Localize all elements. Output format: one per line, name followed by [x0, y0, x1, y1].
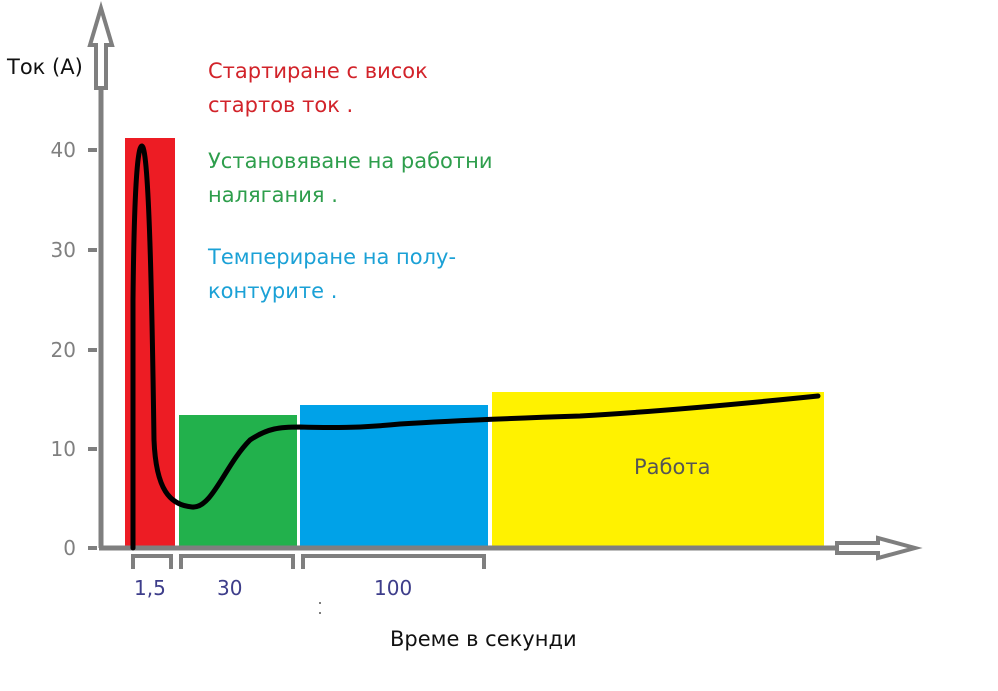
- work-phase-label: Работа: [634, 455, 711, 479]
- annotation-pressure: Установяване на работни налягания .: [208, 144, 492, 212]
- annotation-pressure-line1: Установяване на работни: [208, 149, 493, 173]
- x-axis-label: Време в секунди: [390, 627, 577, 651]
- annotation-tempering: Темпериране на полу- контурите .: [208, 240, 456, 308]
- annotation-tempering-line2: контурите .: [208, 279, 338, 303]
- y-tick-10: 10: [50, 437, 76, 461]
- duration-label-start: 1,5: [134, 576, 166, 600]
- y-axis-arrow-icon: [87, 0, 115, 90]
- annotation-start-line2: стартов ток .: [208, 93, 354, 117]
- annotation-start: Стартиране с висок стартов ток .: [208, 54, 428, 122]
- duration-label-tempering: 100: [374, 576, 413, 600]
- y-tick-40: 40: [50, 138, 76, 162]
- y-tick-0: 0: [63, 536, 76, 560]
- y-axis-label: Ток (А): [7, 55, 83, 79]
- annotation-pressure-line2: налягания .: [208, 183, 338, 207]
- duration-label-pressure: 30: [217, 576, 243, 600]
- y-tick-30: 30: [50, 238, 76, 262]
- current-curve: [130, 143, 821, 551]
- x-axis-arrow-icon: [835, 535, 923, 561]
- annotation-start-line1: Стартиране с висок: [208, 59, 428, 83]
- phase-bar-pressure: [179, 415, 297, 548]
- annotation-tempering-line1: Темпериране на полу-: [208, 245, 457, 269]
- y-tick-20: 20: [50, 338, 76, 362]
